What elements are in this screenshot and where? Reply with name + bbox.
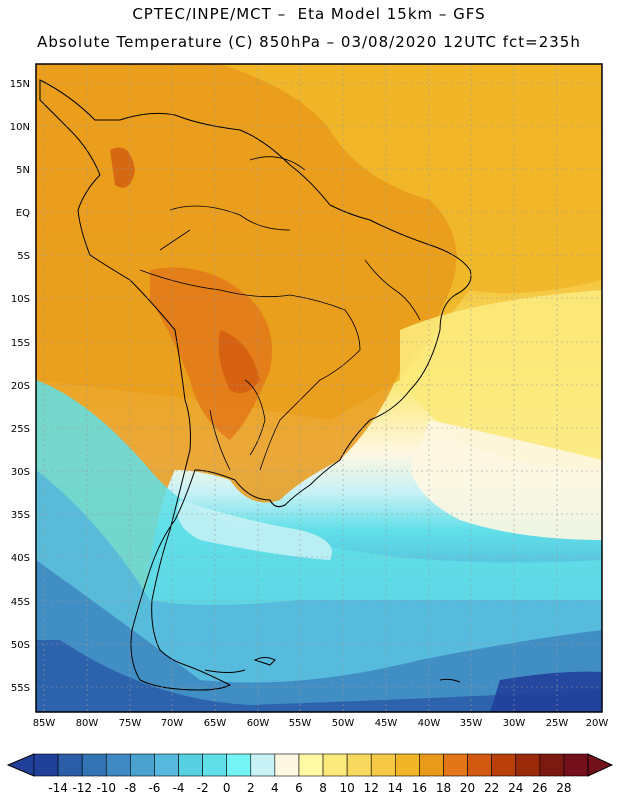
colorbar-swatch [226,753,252,777]
colorbar-swatch [178,753,203,777]
colorbar-tick-label: 28 [556,781,571,795]
colorbar-swatch [563,753,589,777]
colorbar-swatch [346,753,372,777]
country-borders [139,156,421,471]
colorbar-tick-label: -4 [173,781,185,795]
colorbar-swatch [33,753,59,777]
colorbar-tick-label: 0 [223,781,231,795]
colorbar-swatch [130,753,155,777]
lat-label: 15N [10,79,30,90]
temperature-field [36,64,602,712]
lat-label: 35S [11,510,30,521]
colorbar-tick-label: 14 [388,781,403,795]
lon-label: 85W [33,718,56,729]
lat-label: 5N [16,165,30,176]
lon-label: 50W [332,718,355,729]
lat-label: 5S [17,251,30,262]
colorbar-arrow-right [587,753,614,777]
colorbar-swatch [419,753,444,777]
colorbar-swatch [395,753,420,777]
chart-title-line2: Absolute Temperature (C) 850hPa – 03/08/… [37,33,581,51]
lat-label: 10N [10,122,30,133]
colorbar-swatch [370,753,396,777]
lon-label: 80W [76,718,99,729]
lat-label: 20S [11,381,30,392]
colorbar-swatch [274,753,300,777]
lon-label: 30W [503,718,526,729]
lat-label: 30S [11,467,30,478]
colorbar-tick-label: 26 [532,781,547,795]
colorbar-swatches [6,753,614,777]
lon-label: 40W [418,718,441,729]
lon-label: 25W [546,718,569,729]
colorbar-tick-label: 8 [319,781,327,795]
map-frame [35,63,603,713]
colorbar-swatch [491,753,517,777]
colorbar-tick-label: 20 [460,781,475,795]
colorbar-tick-label: 2 [247,781,255,795]
colorbar-arrow-left [6,753,35,777]
colorbar-tick-label: 6 [295,781,303,795]
lat-label: 40S [11,553,30,564]
colorbar-tick-label: -8 [124,781,136,795]
lat-label: 50S [11,640,30,651]
lat-label: 25S [11,424,30,435]
longitude-axis: 85W 80W 75W 70W 65W 60W 55W 50W 45W 40W … [33,718,609,729]
lat-label: 10S [11,294,30,305]
colorbar-tick-label: 12 [364,781,379,795]
colorbar-tick-label: 16 [412,781,427,795]
lon-label: 70W [161,718,184,729]
graticule [36,64,602,712]
colorbar-tick-label: -14 [48,781,68,795]
lon-label: 20W [586,718,609,729]
lon-label: 60W [247,718,270,729]
colorbar-swatch [515,753,541,777]
colorbar-tick-label: 24 [508,781,523,795]
colorbar-labels: -14 -12 -10 -8 -6 -4 -2 0 2 4 6 8 10 12 14 16 18 20 22 24 26… [48,781,571,795]
colorbar-swatch [322,753,348,777]
lat-label: 45S [11,597,30,608]
colorbar-swatch [105,753,131,777]
latitude-axis: 15N 10N 5N EQ 5S 10S 15S 20S 25S 30S 35S… [10,79,30,694]
lat-label: EQ [16,208,30,219]
colorbar-tick-label: -12 [72,781,92,795]
colorbar-tick-label: 10 [339,781,354,795]
colorbar-tick-label: 22 [484,781,499,795]
colorbar-swatch [81,753,107,777]
colorbar-swatch [467,753,492,777]
colorbar-tick-label: 18 [436,781,451,795]
chart-title-line1: CPTEC/INPE/MCT – Eta Model 15km – GFS [132,5,486,23]
colorbar-swatch [57,753,83,777]
lon-label: 65W [204,718,227,729]
colorbar-swatch [202,753,227,777]
lon-label: 35W [460,718,483,729]
colorbar-swatch [250,753,276,777]
lon-label: 45W [375,718,398,729]
colorbar-tick-label: -10 [96,781,116,795]
lat-label: 15S [11,338,30,349]
colorbar-tick-label: -6 [148,781,160,795]
lon-label: 55W [289,718,312,729]
lon-label: 75W [119,718,142,729]
colorbar-swatch [154,753,179,777]
lat-label: 55S [11,683,30,694]
colorbar-tick-label: 4 [271,781,279,795]
colorbar-swatch [298,753,324,777]
coastline [39,79,472,691]
colorbar-swatch [539,753,565,777]
colorbar-swatch [443,753,468,777]
colorbar-tick-label: -2 [197,781,209,795]
